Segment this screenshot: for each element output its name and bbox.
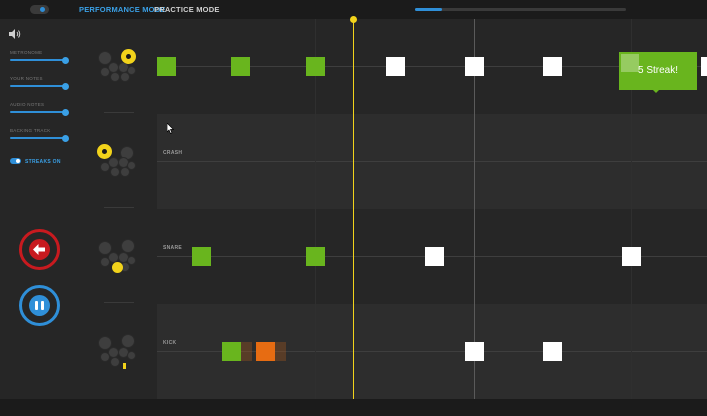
mouse-pointer-icon [167, 123, 174, 134]
playhead-handle[interactable] [350, 16, 357, 23]
lane-crash: CRASH [157, 114, 707, 209]
slider-track[interactable] [10, 108, 69, 116]
slider-label: YOUR NOTES [10, 76, 43, 81]
note-hit [192, 247, 211, 266]
note-miss [256, 342, 275, 361]
tab-practice-mode[interactable]: PRACTICE MODE [154, 5, 220, 14]
drum-kit-column [80, 19, 157, 399]
slider-thumb[interactable] [62, 82, 69, 90]
toast-tail [653, 90, 659, 93]
beat-gridline [315, 19, 316, 399]
kit-divider [104, 302, 134, 303]
lane-line [157, 66, 707, 67]
playhead[interactable] [353, 19, 354, 399]
pause-bar [41, 301, 44, 310]
note-hit [306, 57, 325, 76]
drum-kit-snare-icon [96, 238, 140, 278]
lane-label: SNARE [163, 245, 183, 251]
lane-label: KICK [163, 340, 177, 346]
streak-toast: 5 Streak! [619, 52, 697, 93]
mode-toggle-knob [40, 7, 45, 12]
pause-bar [35, 301, 38, 310]
streaks-toggle[interactable] [10, 158, 21, 164]
slider-backing-track[interactable]: BACKING TRACK [10, 128, 69, 142]
streaks-label: STREAKS ON [25, 159, 61, 165]
slider-thumb[interactable] [62, 56, 69, 64]
note-hit [157, 57, 176, 76]
bar-gridline [474, 19, 475, 399]
slider-label: METRONOME [10, 50, 43, 55]
streaks-toggle-knob [16, 159, 20, 163]
song-progress-bar[interactable] [415, 8, 626, 11]
slider-label: AUDIO NOTES [10, 102, 45, 107]
streak-toast-text: 5 Streak! [637, 65, 679, 76]
mode-toggle[interactable] [30, 5, 49, 14]
note-timing-ghost [275, 342, 286, 361]
note-upcoming [622, 247, 641, 266]
beat-gridline [631, 19, 632, 399]
drum-kit-hihat-icon [96, 48, 140, 88]
sidebar: METRONOME YOUR NOTES AUDIO NOTES BACKING… [0, 19, 80, 399]
slider-your-notes[interactable]: YOUR NOTES [10, 76, 69, 90]
note-hit [231, 57, 250, 76]
pause-button[interactable] [19, 285, 60, 326]
slider-thumb[interactable] [62, 134, 69, 142]
note-upcoming [386, 57, 405, 76]
note-upcoming [701, 57, 707, 76]
drum-kit-kick-icon [96, 333, 140, 373]
back-button-fill [29, 239, 50, 260]
slider-track[interactable] [10, 82, 69, 90]
drum-kit-crash-icon [96, 143, 140, 183]
note-timing-ghost [241, 342, 252, 361]
note-upcoming [465, 57, 484, 76]
lane-kick: KICK [157, 304, 707, 399]
note-hit [222, 342, 241, 361]
speaker-icon[interactable] [9, 29, 21, 39]
note-upcoming [465, 342, 484, 361]
bottom-bar [0, 399, 707, 416]
toast-highlight [621, 54, 639, 72]
top-bar: PERFORMANCE MODE PRACTICE MODE [0, 0, 707, 19]
slider-thumb[interactable] [62, 108, 69, 116]
note-upcoming [543, 342, 562, 361]
pause-icon [29, 295, 50, 316]
arrow-left-icon [33, 244, 45, 255]
kit-divider [104, 112, 134, 113]
lane-line [157, 351, 707, 352]
slider-track[interactable] [10, 56, 69, 64]
lane-label: CRASH [163, 150, 183, 156]
song-progress-fill [415, 8, 443, 11]
slider-audio-notes[interactable]: AUDIO NOTES [10, 102, 69, 116]
tab-performance-mode[interactable]: PERFORMANCE MODE [79, 5, 166, 14]
note-upcoming [543, 57, 562, 76]
note-upcoming [425, 247, 444, 266]
note-hit [306, 247, 325, 266]
kit-divider [104, 207, 134, 208]
back-button[interactable] [19, 229, 60, 270]
slider-track[interactable] [10, 134, 69, 142]
lane-line [157, 161, 707, 162]
slider-metronome[interactable]: METRONOME [10, 50, 69, 64]
note-highway: CRASH SNARE KICK 5 Streak! [157, 16, 707, 399]
slider-label: BACKING TRACK [10, 128, 51, 133]
